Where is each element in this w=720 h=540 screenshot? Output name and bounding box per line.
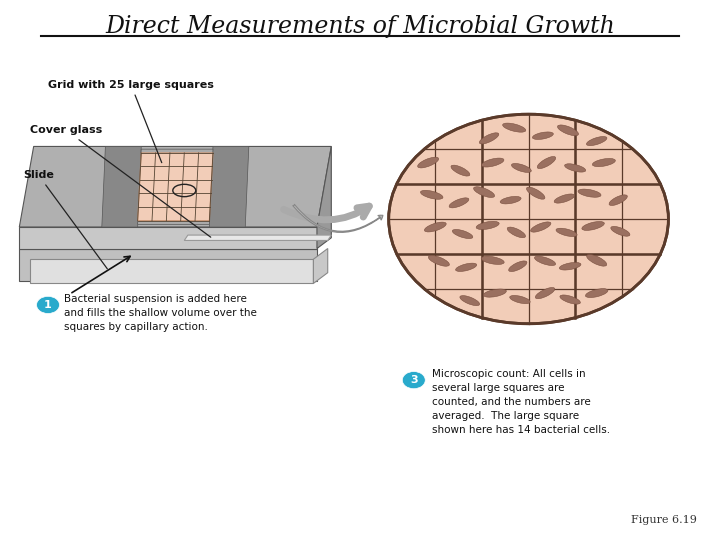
Ellipse shape — [482, 158, 504, 167]
Text: Figure 6.19: Figure 6.19 — [631, 515, 697, 525]
Ellipse shape — [420, 190, 443, 199]
Text: 1: 1 — [44, 300, 52, 310]
Ellipse shape — [609, 195, 627, 206]
Polygon shape — [210, 146, 249, 227]
Polygon shape — [184, 235, 331, 240]
Circle shape — [402, 372, 426, 389]
Ellipse shape — [578, 189, 601, 197]
Polygon shape — [313, 248, 328, 284]
Polygon shape — [102, 146, 141, 227]
Ellipse shape — [557, 125, 578, 136]
Ellipse shape — [559, 262, 581, 270]
Ellipse shape — [611, 226, 630, 236]
Ellipse shape — [456, 263, 477, 272]
Ellipse shape — [537, 157, 556, 168]
Polygon shape — [30, 259, 313, 284]
Ellipse shape — [554, 194, 575, 203]
Polygon shape — [317, 146, 331, 248]
Ellipse shape — [507, 227, 526, 238]
Ellipse shape — [428, 255, 449, 266]
Ellipse shape — [564, 164, 585, 172]
Circle shape — [37, 296, 60, 314]
Polygon shape — [19, 146, 331, 227]
Ellipse shape — [593, 158, 616, 167]
Ellipse shape — [560, 295, 580, 304]
Ellipse shape — [534, 256, 556, 266]
Polygon shape — [138, 153, 213, 220]
Polygon shape — [138, 149, 213, 224]
Ellipse shape — [582, 221, 604, 231]
Ellipse shape — [424, 222, 446, 232]
Text: 3: 3 — [410, 375, 418, 385]
Ellipse shape — [480, 133, 499, 144]
Ellipse shape — [483, 289, 506, 297]
Ellipse shape — [536, 287, 555, 299]
Ellipse shape — [449, 198, 469, 208]
Ellipse shape — [587, 137, 607, 146]
Ellipse shape — [526, 187, 545, 199]
Ellipse shape — [585, 289, 608, 298]
Ellipse shape — [503, 123, 526, 132]
Ellipse shape — [481, 256, 504, 265]
Text: Direct Measurements of Microbial Growth: Direct Measurements of Microbial Growth — [105, 15, 615, 38]
Ellipse shape — [511, 164, 531, 172]
Ellipse shape — [587, 254, 607, 266]
Ellipse shape — [556, 228, 577, 237]
Ellipse shape — [460, 295, 480, 306]
Ellipse shape — [531, 222, 551, 232]
Polygon shape — [19, 248, 317, 281]
Ellipse shape — [476, 221, 499, 229]
Circle shape — [389, 114, 668, 323]
Ellipse shape — [508, 261, 527, 272]
Text: Slide: Slide — [23, 170, 107, 269]
Ellipse shape — [533, 132, 554, 139]
Ellipse shape — [510, 295, 530, 303]
Text: Grid with 25 large squares: Grid with 25 large squares — [48, 80, 214, 163]
Text: Cover glass: Cover glass — [30, 125, 211, 237]
Ellipse shape — [451, 165, 470, 176]
Ellipse shape — [452, 230, 473, 239]
Text: Bacterial suspension is added here
and fills the shallow volume over the
squares: Bacterial suspension is added here and f… — [64, 294, 256, 332]
Polygon shape — [19, 227, 317, 248]
Ellipse shape — [474, 187, 495, 198]
Ellipse shape — [418, 157, 438, 168]
Ellipse shape — [500, 197, 521, 204]
Text: Microscopic count: All cells in
several large squares are
counted, and the numbe: Microscopic count: All cells in several … — [432, 369, 610, 435]
